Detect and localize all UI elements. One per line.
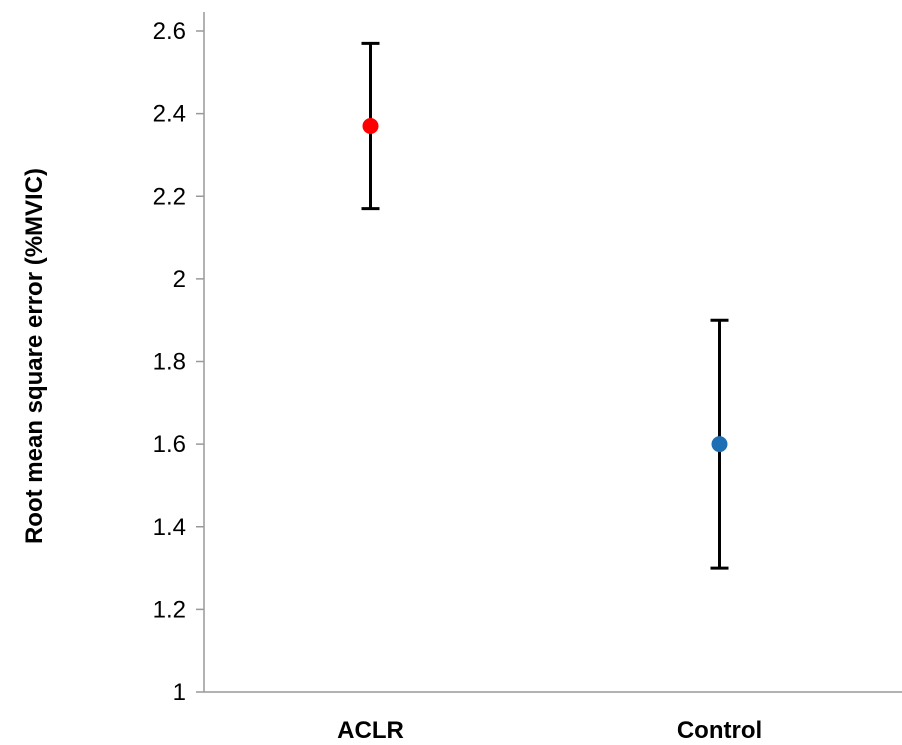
y-tick-label: 1.4 — [153, 514, 186, 541]
y-tick-label: 1 — [173, 679, 186, 706]
data-marks — [361, 41, 729, 570]
x-category-labels: ACLR Control — [337, 717, 762, 744]
error-bar-group — [361, 41, 380, 211]
y-tick-label: 2 — [173, 266, 186, 293]
y-tick-label: 1.6 — [153, 431, 186, 458]
y-tick-label: 2.2 — [153, 183, 186, 210]
y-tick-label: 1.2 — [153, 596, 186, 623]
y-tick-label: 2.4 — [153, 101, 186, 128]
data-point — [362, 118, 379, 135]
y-tick-label: 1.8 — [153, 349, 186, 376]
y-ticks: 1 1.2 1.4 1.6 1.8 2 2.2 2.4 2.6 — [153, 18, 204, 706]
error-bar-group — [710, 318, 729, 570]
y-axis-title-group: Root mean square error (%MVIC) — [21, 168, 48, 544]
axes — [203, 12, 902, 693]
y-axis-title: Root mean square error (%MVIC) — [21, 168, 48, 544]
x-category-label: ACLR — [337, 717, 404, 744]
y-tick-label: 2.6 — [153, 18, 186, 45]
x-category-label: Control — [677, 717, 762, 744]
data-point — [711, 436, 728, 453]
